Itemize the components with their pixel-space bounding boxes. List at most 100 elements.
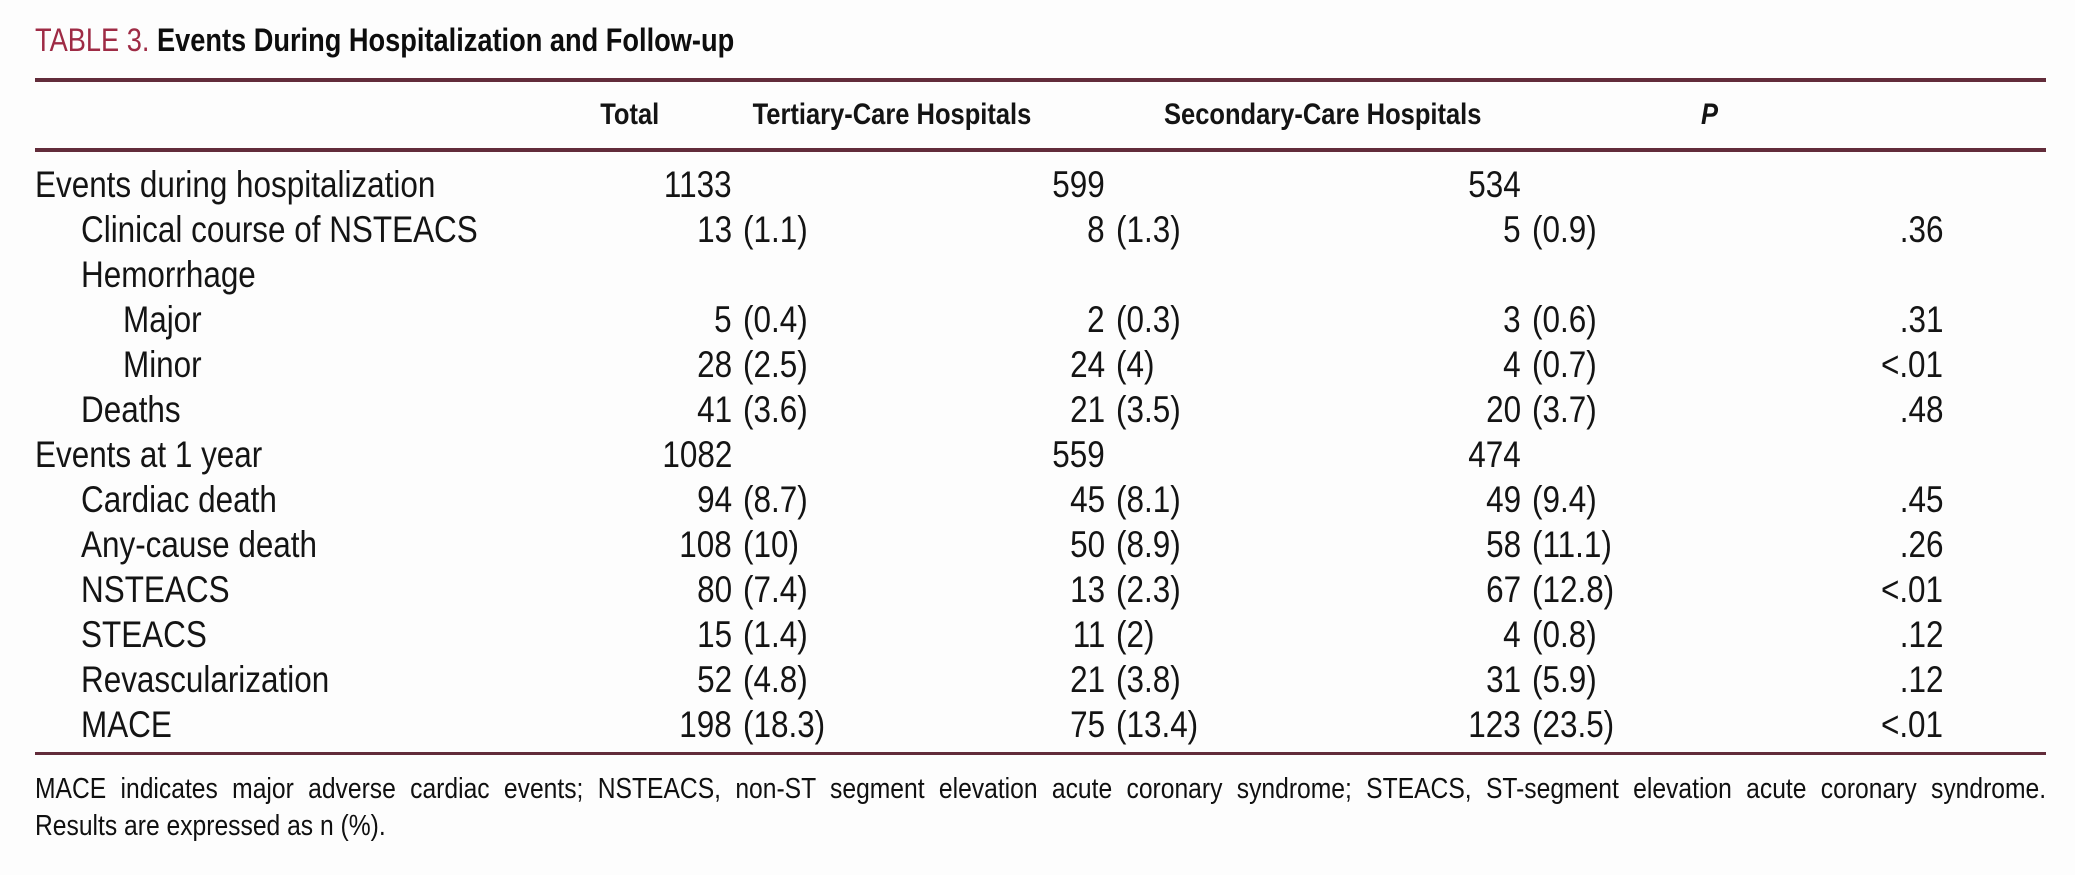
percent-value (1521, 252, 1532, 297)
percent-value: (3.7) (1532, 389, 1597, 430)
tertiary-cell: 21 (3.5) (975, 387, 1355, 432)
table-title: TABLE 3. Events During Hospitalization a… (35, 18, 2046, 62)
percent-value (732, 252, 743, 297)
percent-value (1105, 162, 1116, 207)
tertiary-cell: 75 (13.4) (975, 702, 1355, 747)
total-cell: 108 (10) (595, 522, 975, 567)
table-row: Cardiac death 94 (8.7) 45 (8.1) 49 (9.4) .45 (35, 477, 2046, 522)
row-label: NSTEACS (81, 569, 230, 610)
percent-value: (7.4) (743, 569, 808, 610)
tertiary-cell: 24 (4) (975, 342, 1355, 387)
count-value: 58 (1486, 524, 1521, 565)
row-label: Deaths (81, 389, 181, 430)
count-value: 474 (1468, 434, 1521, 475)
row-label-cell: Clinical course of NSTEACS (35, 207, 595, 252)
percent-value: (1.3) (1116, 209, 1181, 250)
table-row: Minor 28 (2.5) 24 (4) 4 (0.7) <.01 (35, 342, 2046, 387)
row-label-cell: MACE (35, 702, 595, 747)
row-label: Revascularization (81, 659, 330, 700)
p-cell: .26 (1735, 522, 2046, 567)
percent-value: (3.6) (743, 389, 808, 430)
percent-value: (18.3) (743, 704, 826, 745)
p-value: .31 (1899, 299, 1943, 340)
total-cell: 1082 (595, 432, 975, 477)
p-value: .12 (1899, 614, 1943, 655)
percent-value: (1.1) (743, 209, 808, 250)
row-label-cell: Revascularization (35, 657, 595, 702)
percent-value (732, 162, 743, 207)
secondary-cell: 49 (9.4) (1355, 477, 1735, 522)
total-cell: 1133 (595, 162, 975, 207)
count-value: 1082 (662, 434, 732, 475)
percent-value (1105, 432, 1116, 477)
secondary-cell: 58 (11.1) (1355, 522, 1735, 567)
p-cell (1735, 252, 2046, 297)
row-label-cell: Events at 1 year (35, 432, 595, 477)
percent-value: (11.1) (1532, 524, 1612, 565)
percent-value: (3.5) (1116, 389, 1181, 430)
p-cell: <.01 (1735, 342, 2046, 387)
row-label-cell: Any-cause death (35, 522, 595, 567)
count-value: 94 (697, 479, 732, 520)
table-content: TABLE 3. Events During Hospitalization a… (35, 18, 2046, 845)
count-value: 13 (697, 209, 732, 250)
row-label-cell: STEACS (35, 612, 595, 657)
count-value: 31 (1486, 659, 1521, 700)
count-value: 8 (1087, 209, 1105, 250)
column-header-tertiary: Tertiary-Care Hospitals (753, 98, 1032, 131)
p-value: <.01 (1880, 569, 1943, 610)
row-label-cell: NSTEACS (35, 567, 595, 612)
p-cell: .36 (1735, 207, 2046, 252)
percent-value: (2) (1116, 614, 1155, 655)
count-value: 1133 (664, 164, 732, 205)
count-value: 28 (697, 344, 732, 385)
table-row: Major 5 (0.4) 2 (0.3) 3 (0.6) .31 (35, 297, 2046, 342)
count-value: 2 (1087, 299, 1105, 340)
secondary-cell: 67 (12.8) (1355, 567, 1735, 612)
footnote: MACE indicates major adverse cardiac eve… (35, 771, 2046, 845)
row-label: Events during hospitalization (35, 164, 436, 205)
count-value: 123 (1468, 704, 1521, 745)
table-row: Events during hospitalization 1133 599 534 (35, 162, 2046, 207)
row-label-cell: Minor (35, 342, 595, 387)
header-spacer (35, 82, 595, 148)
tertiary-cell: 11 (2) (975, 612, 1355, 657)
column-header-p: P (1700, 98, 1718, 131)
total-cell: 15 (1.4) (595, 612, 975, 657)
row-label: Cardiac death (81, 479, 277, 520)
percent-value (1105, 252, 1116, 297)
row-label-cell: Deaths (35, 387, 595, 432)
count-value: 24 (1070, 344, 1105, 385)
percent-value: (9.4) (1532, 479, 1597, 520)
row-label-cell: Cardiac death (35, 477, 595, 522)
row-label: Clinical course of NSTEACS (81, 209, 478, 250)
percent-value (1521, 162, 1532, 207)
p-value: .48 (1899, 389, 1943, 430)
count-value: 5 (714, 299, 732, 340)
p-value: .45 (1899, 479, 1943, 520)
table-body: Events during hospitalization 1133 599 534 C… (35, 152, 2046, 747)
total-cell: 41 (3.6) (595, 387, 975, 432)
secondary-cell: 3 (0.6) (1355, 297, 1735, 342)
percent-value: (4.8) (743, 659, 808, 700)
percent-value: (10) (743, 524, 799, 565)
secondary-cell: 4 (0.8) (1355, 612, 1735, 657)
count-value: 4 (1503, 614, 1521, 655)
p-value: <.01 (1880, 344, 1943, 385)
percent-value: (23.5) (1532, 704, 1615, 745)
top-rule (35, 78, 2046, 82)
header-rule (35, 148, 2046, 152)
tertiary-cell: 13 (2.3) (975, 567, 1355, 612)
table-row: Clinical course of NSTEACS 13 (1.1) 8 (1.3) 5… (35, 207, 2046, 252)
percent-value: (0.3) (1116, 299, 1181, 340)
count-value: 108 (679, 524, 732, 565)
count-value (595, 252, 732, 297)
percent-value: (0.4) (743, 299, 808, 340)
row-label: Minor (123, 344, 202, 385)
row-label: Hemorrhage (81, 254, 256, 295)
count-value: 52 (697, 659, 732, 700)
count-value: 20 (1486, 389, 1521, 430)
p-cell: .48 (1735, 387, 2046, 432)
column-header-total: Total (600, 98, 660, 131)
